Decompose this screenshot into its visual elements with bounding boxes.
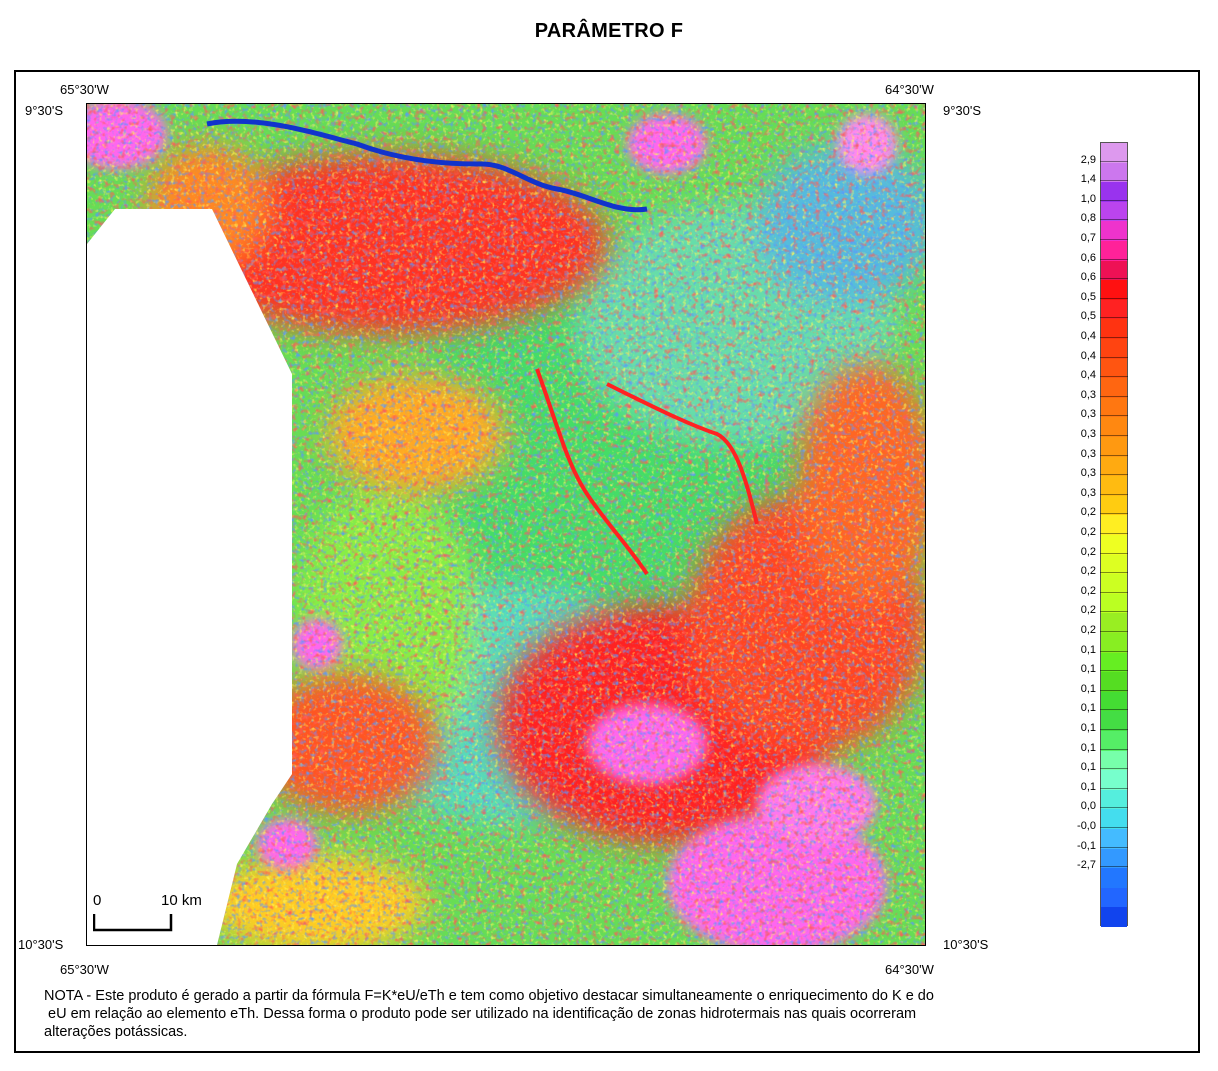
note-text: NOTA - Este produto é gerado a partir da… xyxy=(44,987,1194,1041)
raster-map-svg xyxy=(87,104,925,945)
scale-zero-label: 0 xyxy=(93,892,102,909)
legend-swatch xyxy=(1101,691,1127,712)
legend-swatch xyxy=(1101,711,1127,732)
legend-swatch xyxy=(1101,221,1127,242)
legend-swatch xyxy=(1101,378,1127,399)
bottom-left-latitude: 10°30'S xyxy=(18,937,64,952)
legend-swatch xyxy=(1101,319,1127,340)
legend-swatch xyxy=(1101,535,1127,556)
legend-swatch xyxy=(1101,868,1127,889)
bottom-right-latitude: 10°30'S xyxy=(943,937,989,952)
legend-swatch xyxy=(1101,358,1127,379)
note-line-2: eU em relação ao elemento eTh. Dessa for… xyxy=(44,1006,917,1022)
legend-swatch xyxy=(1101,260,1127,281)
top-left-longitude: 65°30'W xyxy=(60,82,109,97)
legend-colorbar xyxy=(1100,142,1128,928)
top-left-latitude: 9°30'S xyxy=(25,103,64,118)
legend-swatch xyxy=(1101,593,1127,614)
legend-swatch xyxy=(1101,299,1127,320)
scale-distance-label: 10 km xyxy=(161,892,202,909)
legend-swatch xyxy=(1101,554,1127,575)
legend-swatch xyxy=(1101,672,1127,693)
note-line-1: NOTA - Este produto é gerado a partir da… xyxy=(44,988,934,1004)
no-data-area xyxy=(87,104,292,945)
map-frame xyxy=(14,70,1200,1053)
legend-swatch xyxy=(1101,143,1127,164)
bottom-left-longitude: 65°30'W xyxy=(60,962,109,977)
legend-swatch xyxy=(1101,476,1127,497)
legend-swatch xyxy=(1101,770,1127,791)
legend-swatch xyxy=(1101,201,1127,222)
raster-map: 0 10 km xyxy=(86,103,926,946)
legend-swatch xyxy=(1101,907,1127,928)
legend-swatch xyxy=(1101,731,1127,752)
legend-swatch xyxy=(1101,809,1127,830)
legend-swatch xyxy=(1101,887,1127,908)
legend-swatch xyxy=(1101,613,1127,634)
legend-swatch xyxy=(1101,848,1127,869)
legend-swatch xyxy=(1101,652,1127,673)
legend-swatch xyxy=(1101,417,1127,438)
legend-swatch xyxy=(1101,750,1127,771)
legend-swatch xyxy=(1101,280,1127,301)
top-right-longitude: 64°30'W xyxy=(885,82,934,97)
legend-swatch xyxy=(1101,397,1127,418)
top-right-latitude: 9°30'S xyxy=(943,103,982,118)
legend-swatch xyxy=(1101,182,1127,203)
legend-swatch xyxy=(1101,633,1127,654)
legend-swatch xyxy=(1101,789,1127,810)
legend-swatch xyxy=(1101,339,1127,360)
legend-swatch xyxy=(1101,162,1127,183)
bottom-right-longitude: 64°30'W xyxy=(885,962,934,977)
legend-swatch xyxy=(1101,241,1127,262)
legend-swatch xyxy=(1101,515,1127,536)
legend-swatch xyxy=(1101,495,1127,516)
legend-swatch xyxy=(1101,456,1127,477)
scale-bar xyxy=(93,914,173,932)
legend-swatch xyxy=(1101,829,1127,850)
legend-swatch xyxy=(1101,437,1127,458)
legend-swatch xyxy=(1101,574,1127,595)
map-title: PARÂMETRO F xyxy=(534,20,684,42)
note-line-3: alterações potássicas. xyxy=(44,1024,188,1040)
